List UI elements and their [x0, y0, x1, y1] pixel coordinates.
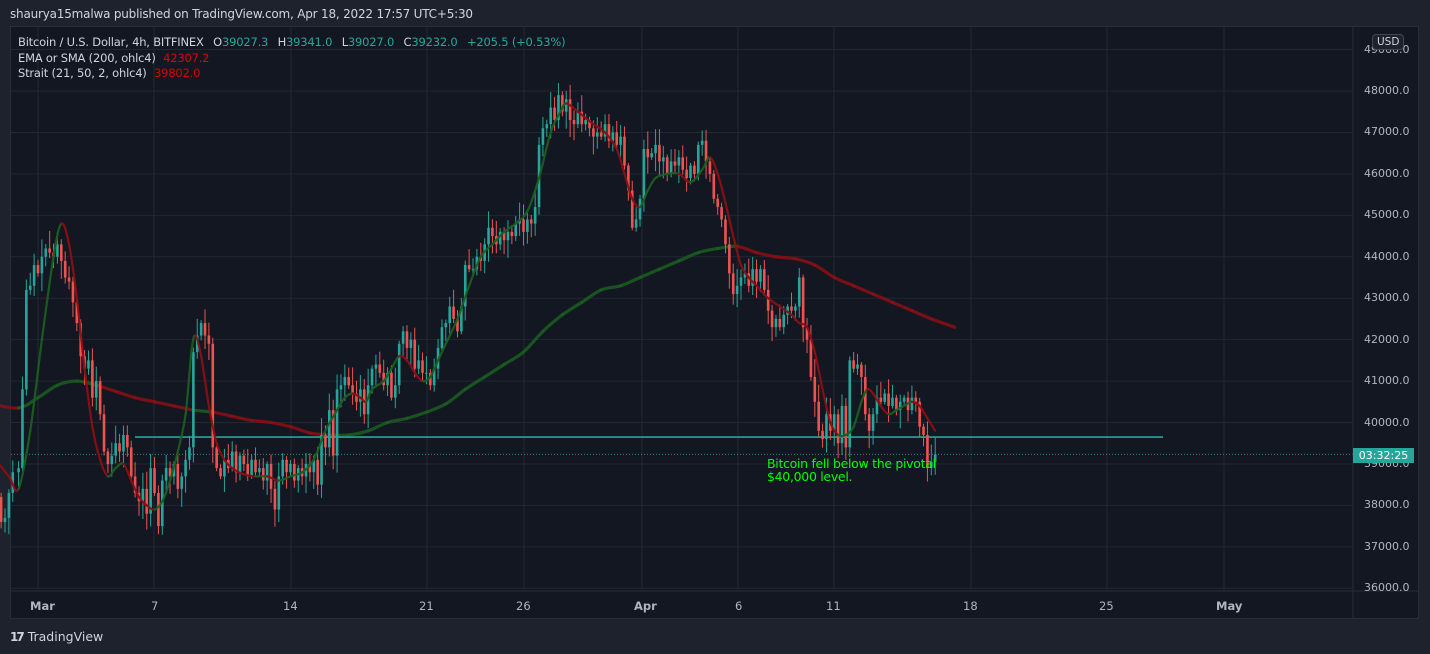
price-tick-label: 38000.0	[1364, 498, 1410, 512]
symbol-legend-row: Bitcoin / U.S. Dollar, 4h, BITFINEX O390…	[18, 35, 566, 51]
indicator-2-name[interactable]: Strait (21, 50, 2, ohlc4)	[18, 66, 147, 80]
chart-frame[interactable]	[10, 26, 1419, 619]
chart-annotation[interactable]: Bitcoin fell below the pivotal $40,000 l…	[767, 457, 936, 483]
currency-badge[interactable]: USD	[1372, 34, 1405, 50]
price-tick-label: 46000.0	[1364, 166, 1410, 180]
change-value: +205.5 (+0.53%)	[467, 35, 566, 49]
time-tick-label: Apr	[634, 599, 657, 613]
chart-grid	[11, 27, 1352, 590]
open-value: 39027.3	[221, 35, 269, 49]
indicator-2-legend-row: Strait (21, 50, 2, ohlc4) 39802.0	[18, 66, 565, 82]
close-label: C	[403, 35, 412, 49]
time-tick-label: 18	[963, 599, 978, 613]
annotation-line-1: Bitcoin fell below the pivotal	[767, 456, 936, 471]
indicator-2-value: 39802.0	[154, 66, 201, 80]
price-tick-label: 37000.0	[1364, 539, 1410, 553]
tradingview-logo-icon: 17	[10, 629, 25, 644]
published-line: shaurya15malwa published on TradingView.…	[10, 7, 473, 21]
time-tick-label: 14	[283, 599, 298, 613]
annotation-line-2: $40,000 level.	[767, 469, 853, 484]
time-tick-label: 7	[151, 599, 159, 613]
chart-legend: Bitcoin / U.S. Dollar, 4h, BITFINEX O390…	[18, 35, 566, 82]
price-tick-label: 47000.0	[1364, 125, 1410, 139]
time-tick-label: 6	[735, 599, 743, 613]
price-tick-label: 45000.0	[1364, 208, 1410, 222]
brand-name: TradingView	[27, 629, 104, 644]
price-tick-label: 36000.0	[1364, 581, 1410, 595]
bar-countdown-label: 03:32:25	[1353, 448, 1414, 463]
close-value: 39232.0	[411, 35, 458, 49]
symbol-name[interactable]: Bitcoin / U.S. Dollar, 4h, BITFINEX	[18, 35, 204, 49]
time-tick-label: 21	[419, 599, 434, 613]
price-tick-label: 41000.0	[1364, 374, 1410, 388]
tradingview-branding[interactable]: 17 TradingView	[10, 629, 103, 644]
indicator-1-name[interactable]: EMA or SMA (200, ohlc4)	[18, 50, 156, 65]
time-tick-label: 26	[516, 599, 531, 613]
price-tick-label: 42000.0	[1364, 332, 1410, 346]
time-tick-label: May	[1216, 599, 1243, 613]
high-label: H	[277, 35, 287, 49]
price-tick-label: 44000.0	[1364, 249, 1410, 263]
price-tick-label: 43000.0	[1364, 291, 1410, 305]
low-label: L	[341, 35, 348, 49]
time-tick-label: 25	[1099, 599, 1114, 613]
time-tick-label: 11	[826, 599, 841, 613]
indicator-1-value: 42307.2	[163, 50, 210, 65]
price-tick-label: 40000.0	[1364, 415, 1410, 429]
high-value: 39341.0	[286, 35, 333, 49]
indicator-1-legend-row: EMA or SMA (200, ohlc4) 42307.2	[18, 51, 565, 67]
low-value: 39027.0	[347, 35, 395, 49]
ma200-line	[0, 244, 957, 437]
strait-indicator-line	[0, 102, 937, 511]
time-tick-label: Mar	[30, 599, 55, 613]
open-label: O	[213, 35, 222, 49]
price-tick-label: 48000.0	[1364, 84, 1410, 97]
